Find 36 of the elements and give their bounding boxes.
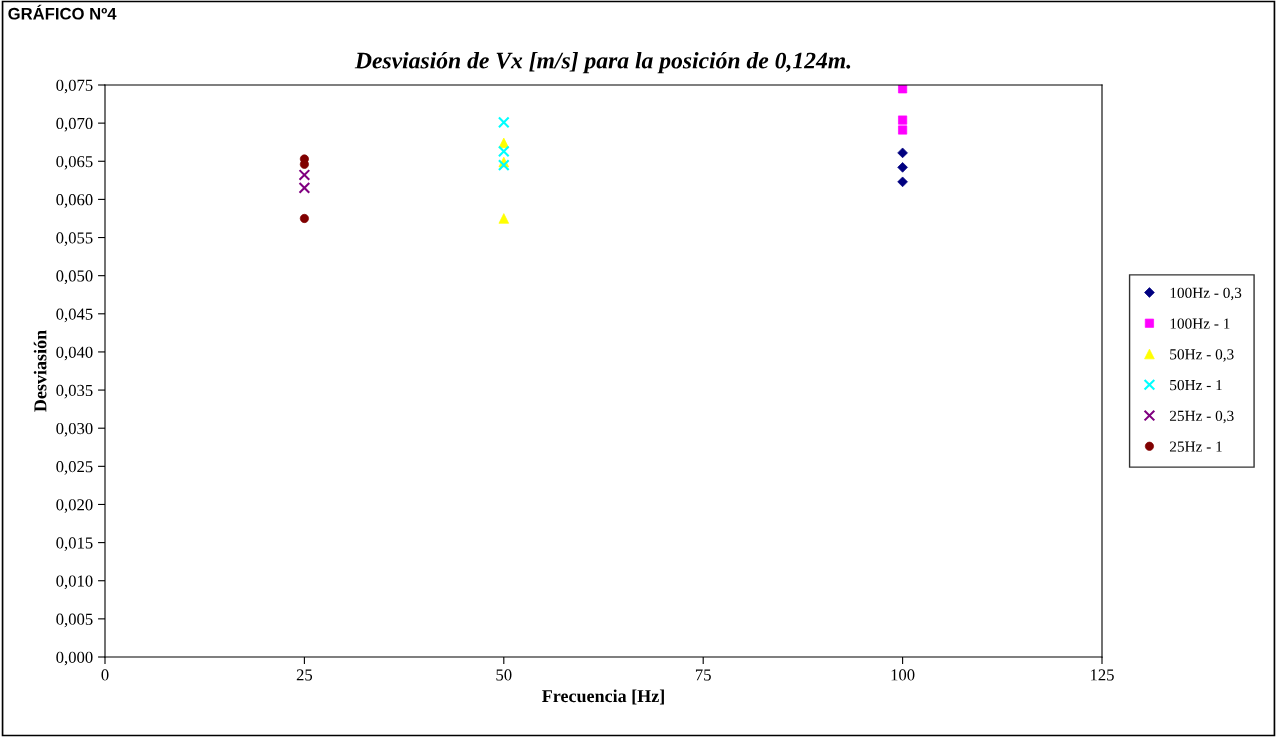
y-tick-label: 0,030 bbox=[56, 422, 93, 437]
x-tick-label: 125 bbox=[1090, 669, 1114, 681]
y-tick-label: 0,025 bbox=[56, 461, 93, 475]
x-tick-label: 100 bbox=[891, 669, 915, 681]
y-tick-label: 0,070 bbox=[56, 117, 93, 132]
legend-label: 50Hz - 0,3 bbox=[1170, 349, 1234, 362]
y-tick-label: 0,010 bbox=[56, 575, 93, 590]
y-tick-label: 0,005 bbox=[56, 613, 93, 628]
y-tick-label: 0,020 bbox=[56, 499, 93, 513]
x-tick-label: 0 bbox=[101, 669, 109, 681]
legend-label: 100Hz - 1 bbox=[1170, 318, 1230, 329]
y-tick-label: 0,075 bbox=[56, 79, 93, 94]
y-tick-label: 0,050 bbox=[56, 270, 93, 285]
x-tick-label: 75 bbox=[695, 669, 711, 681]
y-tick-label: 0,035 bbox=[56, 384, 93, 399]
point bbox=[298, 169, 311, 181]
point bbox=[497, 116, 510, 129]
y-tick-label: 0,055 bbox=[56, 232, 93, 246]
y-tick-label: 0,060 bbox=[56, 194, 93, 208]
legend-label: 50Hz - 1 bbox=[1170, 379, 1222, 391]
point bbox=[298, 182, 311, 194]
y-tick-label: 0,065 bbox=[56, 155, 93, 170]
y-axis-title: Desviasión bbox=[33, 330, 47, 412]
chart-title: Desviasión de Vx [m/s] para la posición de 0,124m. bbox=[354, 51, 851, 74]
point bbox=[497, 145, 510, 158]
legend-label: 25Hz - 0,3 bbox=[1169, 410, 1234, 424]
y-tick-label: 0,045 bbox=[56, 308, 93, 323]
x-axis-title: Frecuencia [Hz] bbox=[542, 689, 664, 705]
text: GRÁFICO Nº4 bbox=[8, 4, 117, 20]
legend-label: 100Hz - 0,3 bbox=[1170, 287, 1242, 301]
y-tick-label: 0,000 bbox=[56, 651, 93, 666]
legend-label: 25Hz - 1 bbox=[1169, 441, 1222, 452]
y-tick-label: 0,040 bbox=[56, 346, 93, 361]
x-tick-label: 50 bbox=[496, 669, 512, 681]
x-tick-label: 25 bbox=[296, 669, 313, 681]
y-tick-label: 0,015 bbox=[56, 537, 93, 551]
